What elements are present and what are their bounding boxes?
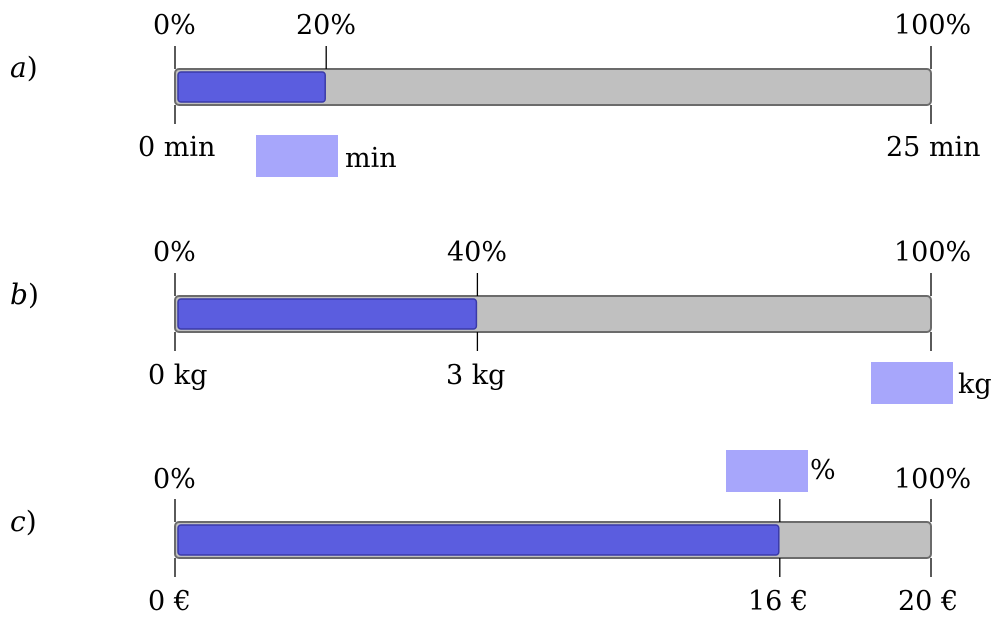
problem-c-percent-0: 0% <box>153 464 196 495</box>
problem-a-answer-unit: min <box>345 143 397 174</box>
problem-a-value-start: 0 min <box>138 132 216 163</box>
problem-a-answer-input[interactable] <box>256 135 338 177</box>
problem-b-percent-100: 100% <box>894 237 972 268</box>
problem-a-value-end: 25 min <box>886 132 981 163</box>
problem-b-letter: b <box>10 278 28 311</box>
problem-a-percent-100: 100% <box>894 10 972 41</box>
problem-a-label: a) <box>10 51 38 84</box>
problem-b-answer-input[interactable] <box>871 362 953 404</box>
problem-c-bar-fill <box>177 524 780 556</box>
problem-b-label: b) <box>10 278 39 311</box>
problem-c-letter: c <box>10 505 26 538</box>
problem-c-value-start: 0 € <box>148 586 191 617</box>
problem-b-value-3kg: 3 kg <box>446 360 506 391</box>
problem-a-bar-fill <box>177 71 326 103</box>
problem-b-bar-fill <box>177 298 478 330</box>
problem-c-value-16: 16 € <box>748 586 809 617</box>
problem-a-percent-20: 20% <box>296 10 357 41</box>
problem-c-answer-input[interactable] <box>726 450 808 492</box>
problem-b-percent-0: 0% <box>153 237 196 268</box>
problem-c-value-20: 20 € <box>898 586 959 617</box>
problem-a-percent-0: 0% <box>153 10 196 41</box>
problem-b-percent-40: 40% <box>447 237 508 268</box>
problem-c-percent-100: 100% <box>894 464 972 495</box>
problem-c-answer-unit: % <box>810 455 836 486</box>
problem-c-label: c) <box>10 505 37 538</box>
problem-a-letter: a <box>10 51 27 84</box>
problem-b-answer-unit: kg <box>958 369 992 400</box>
problem-b-value-start: 0 kg <box>148 360 208 391</box>
problem-a-bar-track <box>174 68 932 106</box>
